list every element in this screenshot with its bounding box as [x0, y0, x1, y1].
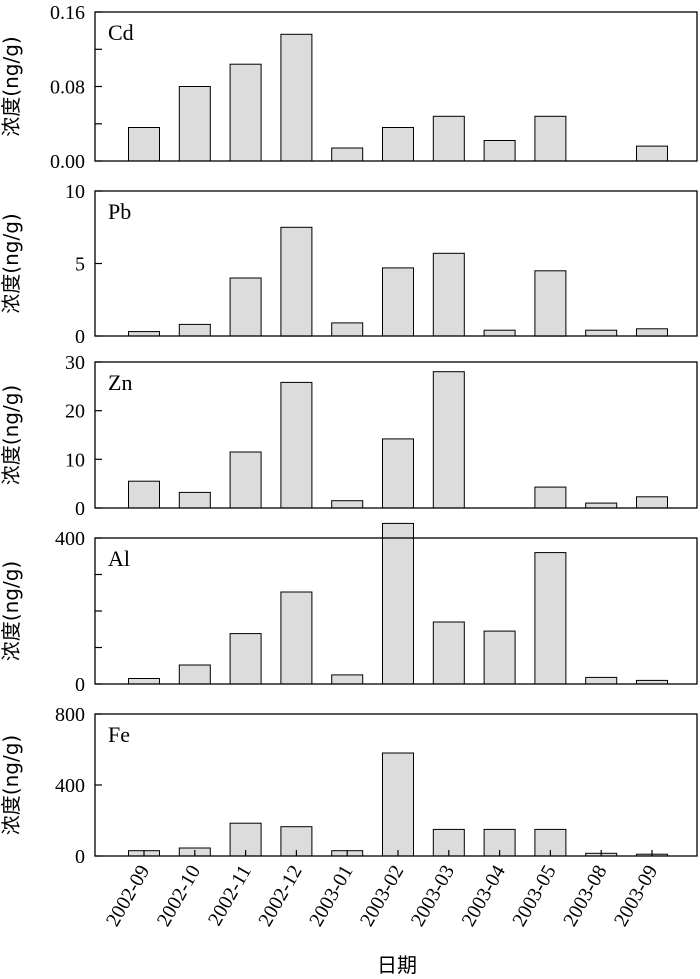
bar-cd-2002-10 [178, 86, 211, 162]
y-axis-label: 浓度(ng/g) [0, 213, 23, 313]
bar-cd-2003-04 [483, 140, 516, 162]
bar-pb-2002-09 [128, 331, 160, 337]
y-tick-label: 400 [55, 775, 85, 797]
bar-al-2003-02 [382, 522, 414, 685]
bar-zn-2002-11 [229, 451, 262, 509]
bar-pb-2003-02 [382, 267, 414, 337]
bar-zn-2003-02 [382, 438, 414, 509]
bar-zn-2003-03 [432, 371, 465, 509]
y-tick-label: 0.16 [50, 2, 85, 24]
bar-al-2002-09 [128, 678, 160, 685]
bar-al-2002-11 [229, 633, 262, 685]
x-category-label: 2003-03 [407, 862, 459, 931]
bar-pb-2003-09 [636, 328, 668, 337]
bar-zn-2003-08 [585, 502, 618, 509]
bar-al-2002-12 [280, 591, 313, 685]
x-category-label: 2003-08 [559, 862, 611, 931]
panel-cd: 0.00 0.08 0.16 Cd 浓度(ng/g) [0, 2, 698, 173]
panel-pb: 0 5 10 Pb 浓度(ng/g) [0, 181, 698, 348]
bar-cd-2003-05 [534, 115, 567, 162]
panel-zn: 0 10 20 30 Zn 浓度(ng/g) [0, 352, 698, 520]
y-tick-label: 20 [65, 401, 85, 423]
y-tick-label: 800 [55, 704, 85, 726]
y-tick-label: 0 [75, 326, 85, 348]
y-axis-label: 浓度(ng/g) [0, 36, 23, 136]
x-category-label: 2003-09 [610, 862, 662, 931]
y-tick-label: 0.08 [50, 77, 85, 99]
bar-pb-2003-04 [483, 329, 516, 337]
bar-cd-2003-02 [382, 127, 414, 162]
bar-zn-2003-01 [331, 500, 364, 509]
bar-cd-2002-12 [280, 33, 313, 162]
bar-al-2002-10 [178, 664, 211, 685]
bar-al-2003-04 [483, 630, 516, 685]
y-tick-label: 10 [65, 181, 85, 203]
bar-pb-2002-11 [229, 277, 262, 337]
y-tick-label: 0 [75, 846, 85, 868]
y-tick-label: 10 [65, 449, 85, 471]
bar-al-2003-05 [534, 552, 567, 685]
bar-zn-2002-10 [178, 491, 211, 509]
bar-cd-2002-09 [128, 127, 160, 162]
y-tick-label: 0 [75, 674, 85, 696]
y-axis-label: 浓度(ng/g) [0, 385, 23, 485]
bar-al-2003-08 [585, 676, 618, 685]
bar-cd-2002-11 [229, 63, 262, 162]
bar-fe-2003-02 [382, 752, 414, 857]
panel-al: 0 400 Al 浓度(ng/g) [0, 522, 698, 696]
bar-pb-2003-01 [331, 322, 364, 337]
y-tick-label: 400 [55, 528, 85, 550]
panel-frame [94, 361, 698, 509]
y-axis-label: 浓度(ng/g) [0, 735, 23, 835]
x-category-label: 2002-10 [153, 862, 205, 931]
y-tick-label: 0.00 [50, 151, 85, 173]
bar-zn-2002-12 [280, 381, 313, 509]
x-category-label: 2002-11 [204, 862, 256, 930]
bar-cd-2003-03 [432, 115, 465, 162]
x-axis-label: 日期 [377, 953, 417, 977]
bar-pb-2003-08 [585, 329, 618, 337]
bar-cd-2003-09 [636, 145, 668, 162]
x-category-label: 2003-02 [356, 862, 408, 931]
bar-pb-2003-03 [432, 252, 465, 337]
bar-pb-2002-12 [280, 226, 313, 337]
y-tick-label: 0 [75, 498, 85, 520]
y-tick-label: 30 [65, 352, 85, 374]
x-category-label: 2003-05 [508, 862, 560, 931]
panel-label: Zn [108, 370, 132, 395]
panel-label: Cd [108, 20, 134, 45]
bar-zn-2003-09 [636, 496, 668, 509]
bar-cd-2003-01 [331, 147, 364, 162]
x-category-label: 2003-01 [305, 862, 357, 931]
panel-label: Fe [108, 722, 130, 747]
bar-al-2003-01 [331, 674, 364, 685]
panel-fe: 0 400 800 Fe 浓度(ng/g) [0, 704, 698, 868]
panel-label: Pb [108, 199, 131, 224]
bar-al-2003-03 [432, 621, 465, 685]
panel-label: Al [108, 546, 130, 571]
bar-zn-2002-09 [128, 480, 160, 509]
x-category-label: 2002-12 [254, 862, 306, 931]
bar-pb-2002-10 [178, 323, 211, 337]
bar-zn-2003-05 [534, 486, 567, 509]
bar-pb-2003-05 [534, 270, 567, 337]
y-axis-label: 浓度(ng/g) [0, 561, 23, 661]
x-category-label: 2002-09 [102, 862, 154, 931]
y-tick-label: 5 [75, 254, 85, 276]
x-category-label: 2003-04 [458, 862, 510, 931]
